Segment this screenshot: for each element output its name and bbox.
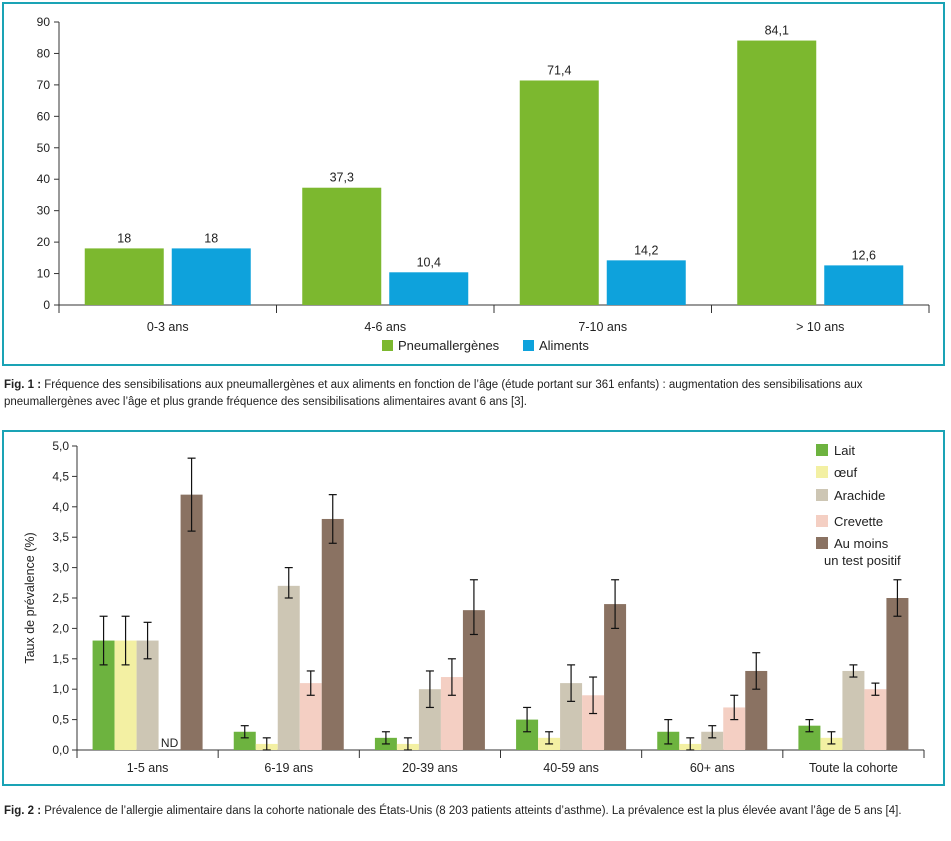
bar-lait xyxy=(233,731,256,750)
data-label: 37,3 xyxy=(330,171,354,185)
figure-2-caption: Fig. 2 : Prévalence de l’allergie alimen… xyxy=(4,803,947,820)
legend-swatch xyxy=(816,444,828,456)
bar-aliments xyxy=(389,272,469,305)
y-axis-title: Taux de prévalence (%) xyxy=(23,532,37,663)
x-tick-label: 60+ ans xyxy=(690,761,735,775)
y-tick-label: 90 xyxy=(37,15,51,29)
legend-label: Pneumallergènes xyxy=(398,338,500,353)
figure-1-panel: 0 10 20 30 40 50 60 70 80 90 0-3 ans 18 18 4-6 ans 37,… xyxy=(2,2,945,366)
bar-pneumallergenes xyxy=(737,40,817,306)
bar-aliments xyxy=(824,265,904,305)
legend-swatch xyxy=(523,340,534,351)
legend-swatch xyxy=(816,515,828,527)
bar-pneumallergenes xyxy=(519,80,599,305)
y-tick-label: 3,5 xyxy=(52,530,69,544)
figure-2-label: Fig. 2 : xyxy=(4,805,42,817)
bar-oeuf xyxy=(114,640,137,750)
data-label: 14,2 xyxy=(634,243,658,257)
figure-2-caption-text: Prévalence de l’allergie alimentaire dan… xyxy=(41,805,902,817)
data-label: 12,6 xyxy=(852,248,876,262)
legend-swatch xyxy=(816,537,828,549)
legend-swatch xyxy=(816,466,828,478)
bar-arachide xyxy=(277,585,300,750)
bar-crevette xyxy=(864,689,887,750)
x-tick-label: 7-10 ans xyxy=(578,320,627,334)
data-label: 18 xyxy=(117,231,131,245)
data-label: 84,1 xyxy=(765,24,789,38)
legend-label: œuf xyxy=(834,465,858,480)
y-tick-label: 2,0 xyxy=(52,621,69,635)
x-tick-label: 0-3 ans xyxy=(147,320,189,334)
data-label: 18 xyxy=(204,231,218,245)
figure-1-caption-text: Fréquence des sensibilisations aux pneum… xyxy=(4,379,863,408)
bar-arachide xyxy=(136,640,159,750)
bar-aliments xyxy=(606,260,686,305)
bar-au-moins-un-test xyxy=(604,604,627,750)
bar-au-moins-un-test xyxy=(745,670,768,750)
chart-1-svg: 0 10 20 30 40 50 60 70 80 90 0-3 ans 18 18 4-6 ans 37,… xyxy=(37,15,930,353)
figure-1-caption: Fig. 1 : Fréquence des sensibilisations … xyxy=(4,377,947,411)
y-tick-label: 20 xyxy=(37,235,51,249)
figure-1-label: Fig. 1 : xyxy=(4,379,42,391)
bar-crevette xyxy=(440,677,463,750)
y-tick-label: 0,0 xyxy=(52,743,69,757)
y-tick-label: 4,5 xyxy=(52,469,69,483)
x-tick-label: > 10 ans xyxy=(796,320,844,334)
bar-lait xyxy=(798,725,821,750)
bar-lait xyxy=(516,719,539,750)
bar-crevette xyxy=(299,683,322,750)
bar-lait xyxy=(92,640,115,750)
x-tick-label: Toute la cohorte xyxy=(809,761,898,775)
bar-au-moins-un-test xyxy=(180,494,203,750)
bar-crevette xyxy=(723,707,746,750)
bar-crevette xyxy=(582,695,605,750)
legend-label: Arachide xyxy=(834,488,885,503)
y-tick-label: 40 xyxy=(37,172,51,186)
bar-au-moins-un-test xyxy=(321,518,344,750)
bar-arachide xyxy=(418,689,441,750)
y-tick-label: 4,0 xyxy=(52,500,69,514)
bar-pneumallergenes xyxy=(302,187,382,305)
data-label: 10,4 xyxy=(417,255,441,269)
y-tick-label: 0,5 xyxy=(52,713,69,727)
legend-swatch xyxy=(382,340,393,351)
x-tick-label: 40-59 ans xyxy=(543,761,599,775)
legend-label: un test positif xyxy=(824,553,901,568)
y-tick-label: 1,5 xyxy=(52,652,69,666)
legend-label: Aliments xyxy=(539,338,589,353)
y-tick-label: 1,0 xyxy=(52,682,69,696)
x-tick-label: 1-5 ans xyxy=(127,761,169,775)
y-tick-label: 2,5 xyxy=(52,591,69,605)
x-tick-label: 6-19 ans xyxy=(264,761,313,775)
bar-arachide xyxy=(842,670,865,750)
legend-label: Au moins xyxy=(834,536,889,551)
bar-arachide xyxy=(560,683,583,750)
bar-au-moins-un-test xyxy=(462,610,485,750)
bar-au-moins-un-test xyxy=(886,598,909,750)
y-tick-label: 60 xyxy=(37,109,51,123)
legend-swatch xyxy=(816,489,828,501)
y-tick-label: 50 xyxy=(37,141,51,155)
y-tick-label: 0 xyxy=(43,298,50,312)
y-tick-label: 80 xyxy=(37,46,51,60)
y-tick-label: 3,0 xyxy=(52,561,69,575)
y-tick-label: 10 xyxy=(37,267,51,281)
legend-label: Crevette xyxy=(834,514,883,529)
x-tick-label: 20-39 ans xyxy=(402,761,458,775)
bar-arachide xyxy=(701,731,724,750)
bar-aliments xyxy=(171,248,251,305)
nd-annotation: ND xyxy=(161,736,179,750)
x-tick-label: 4-6 ans xyxy=(364,320,406,334)
bar-pneumallergenes xyxy=(84,248,164,305)
figure-2-panel: Taux de prévalence (%) 0,0 0,5 1,0 1,5 2,0 2,5… xyxy=(2,430,945,786)
y-tick-label: 70 xyxy=(37,78,51,92)
y-tick-label: 5,0 xyxy=(52,439,69,453)
data-label: 71,4 xyxy=(547,63,571,77)
chart-2-svg: Taux de prévalence (%) 0,0 0,5 1,0 1,5 2,0 2,5… xyxy=(23,439,925,775)
y-tick-label: 30 xyxy=(37,204,51,218)
legend-label: Lait xyxy=(834,443,855,458)
